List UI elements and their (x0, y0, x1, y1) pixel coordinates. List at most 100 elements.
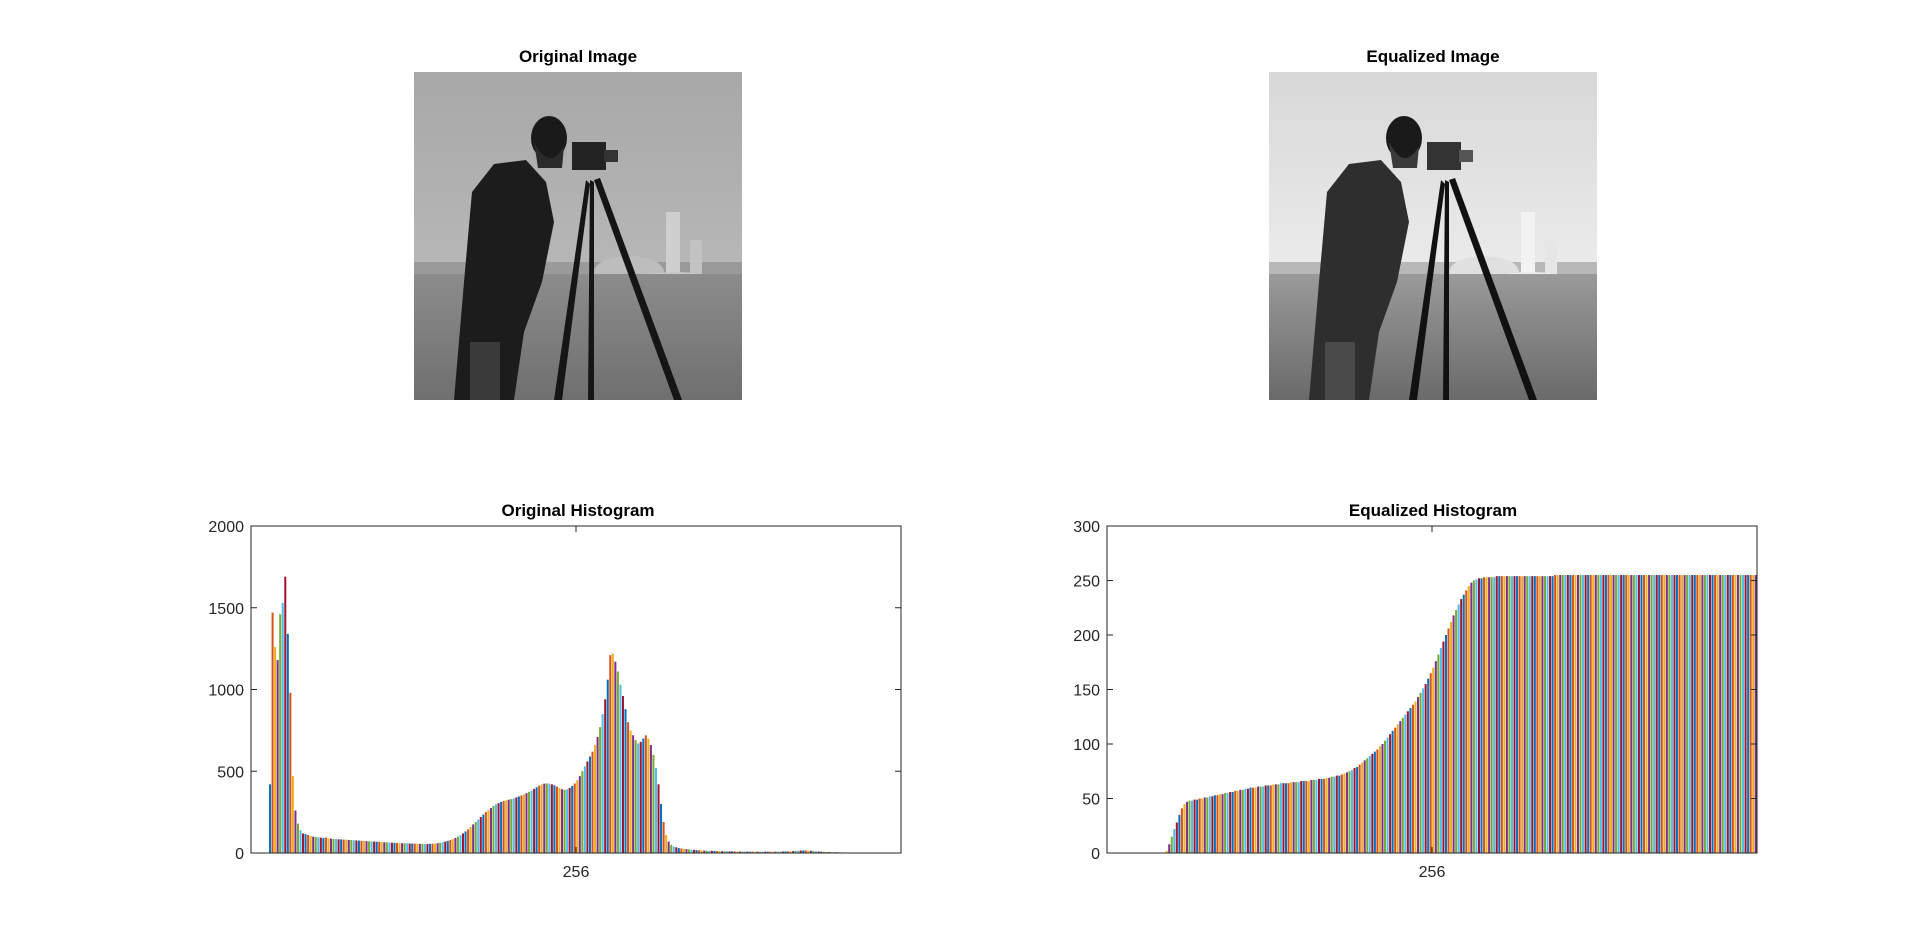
original-histogram-bar (276, 660, 279, 853)
equalized-histogram-bar (1744, 575, 1747, 853)
equalized-histogram-bar (1673, 575, 1676, 853)
original-histogram-bar (723, 851, 726, 853)
equalized-histogram-bar (1368, 755, 1371, 853)
equalized-histogram-bar (1688, 575, 1691, 853)
original-histogram-bar (388, 842, 391, 853)
equalized-histogram-bar (1180, 808, 1183, 853)
original-histogram-bar (662, 821, 665, 853)
equalized-histogram-bar (1254, 787, 1257, 853)
original-histogram-bar (543, 783, 546, 853)
equalized-histogram-bar (1442, 641, 1445, 853)
original-histogram-bar (340, 839, 343, 853)
equalized-histogram-ytick-label: 300 (1073, 519, 1100, 536)
original-histogram-bar (591, 751, 594, 853)
original-histogram-bar (271, 612, 274, 853)
equalized-histogram-bar (1198, 798, 1201, 853)
equalized-histogram-bar (1434, 661, 1437, 853)
equalized-histogram-bar (1310, 779, 1313, 853)
equalized-histogram-bar (1483, 577, 1486, 853)
original-histogram-bar (675, 847, 678, 853)
equalized-histogram-bar (1670, 575, 1673, 853)
equalized-histogram-bar (1389, 734, 1392, 853)
equalized-histogram-bar (1739, 575, 1742, 853)
original-histogram-bar (401, 843, 404, 853)
equalized-histogram-bar (1559, 575, 1562, 853)
equalized-histogram-bar (1663, 575, 1666, 853)
original-histogram-bar (507, 799, 510, 853)
equalized-histogram-bar (1267, 785, 1270, 853)
equalized-histogram-bar (1439, 648, 1442, 853)
original-histogram-bar (657, 784, 660, 853)
equalized-histogram-bar (1518, 576, 1521, 853)
equalized-histogram-bar (1556, 575, 1559, 853)
original-histogram-bar (368, 841, 371, 853)
equalized-histogram-bar (1173, 829, 1176, 853)
original-histogram-ytick-label: 1000 (208, 683, 244, 700)
equalized-histogram-bar (1244, 788, 1247, 853)
original-histogram-bar (378, 841, 381, 853)
equalized-histogram-bar (1196, 799, 1199, 853)
original-histogram-bar (639, 741, 642, 853)
original-histogram-bar (395, 843, 399, 853)
equalized-histogram-bar (1521, 576, 1524, 853)
original-histogram-bar (284, 576, 287, 853)
original-histogram-bar (540, 784, 543, 853)
original-histogram-bar (528, 791, 531, 853)
original-histogram-bar (515, 797, 518, 853)
original-histogram-bar (685, 849, 688, 853)
original-histogram-bar (335, 839, 338, 853)
equalized-histogram-bar (1589, 575, 1592, 853)
equalized-histogram-bar (1627, 575, 1630, 853)
original-histogram-bar (426, 843, 429, 853)
original-histogram-bar (487, 810, 490, 853)
equalized-histogram-bar (1747, 575, 1750, 853)
original-histogram-bar (787, 851, 790, 853)
original-histogram-bar (365, 841, 368, 853)
equalized-histogram-bar (1576, 575, 1580, 853)
original-histogram-bar (439, 842, 442, 853)
original-image-title: Original Image (518, 47, 638, 66)
equalized-histogram-bar (1721, 575, 1724, 853)
original-histogram-bar (578, 776, 581, 853)
original-histogram-bar (555, 786, 558, 853)
equalized-histogram-bar (1703, 575, 1706, 853)
equalized-histogram-bar (1411, 704, 1414, 853)
original-histogram-bar (629, 730, 632, 854)
equalized-histogram-bar (1719, 575, 1722, 853)
equalized-histogram-bar (1325, 777, 1328, 853)
equalized-histogram-bar (1508, 576, 1511, 853)
original-histogram-bar (383, 842, 386, 853)
original-histogram-bar (408, 843, 411, 853)
equalized-histogram-bar (1526, 576, 1529, 853)
original-histogram-bar (769, 851, 772, 853)
equalized-histogram-bar (1295, 782, 1298, 853)
equalized-histogram-bar (1607, 575, 1610, 853)
original-histogram-bar (431, 843, 434, 853)
equalized-histogram-bar (1274, 784, 1277, 853)
original-histogram-bar (690, 849, 693, 853)
equalized-histogram-bar (1206, 797, 1209, 853)
equalized-histogram-bar (1709, 575, 1712, 853)
original-histogram-bar (286, 633, 289, 853)
equalized-histogram-bar (1455, 609, 1458, 853)
original-histogram-bar (573, 783, 576, 853)
original-histogram-bar (774, 851, 777, 853)
equalized-histogram-bar (1234, 790, 1237, 853)
original-histogram-bar (812, 851, 815, 853)
original-histogram-bar (713, 850, 716, 853)
original-histogram-bar (281, 602, 284, 853)
equalized-histogram-bar (1569, 575, 1572, 853)
original-histogram-bar (637, 743, 640, 853)
original-histogram-bar (505, 800, 508, 853)
equalized-histogram-bar (1450, 621, 1453, 853)
equalized-histogram-bar (1655, 575, 1658, 853)
original-histogram-bar (731, 851, 734, 853)
equalized-histogram-ytick-label: 50 (1082, 792, 1100, 809)
original-histogram-bar (538, 785, 541, 853)
equalized-histogram-bar (1201, 798, 1204, 853)
equalized-histogram-bar (1726, 575, 1729, 853)
equalized-histogram-bar (1188, 800, 1191, 853)
original-histogram-bar (687, 849, 690, 853)
equalized-histogram-bar (1320, 778, 1323, 853)
